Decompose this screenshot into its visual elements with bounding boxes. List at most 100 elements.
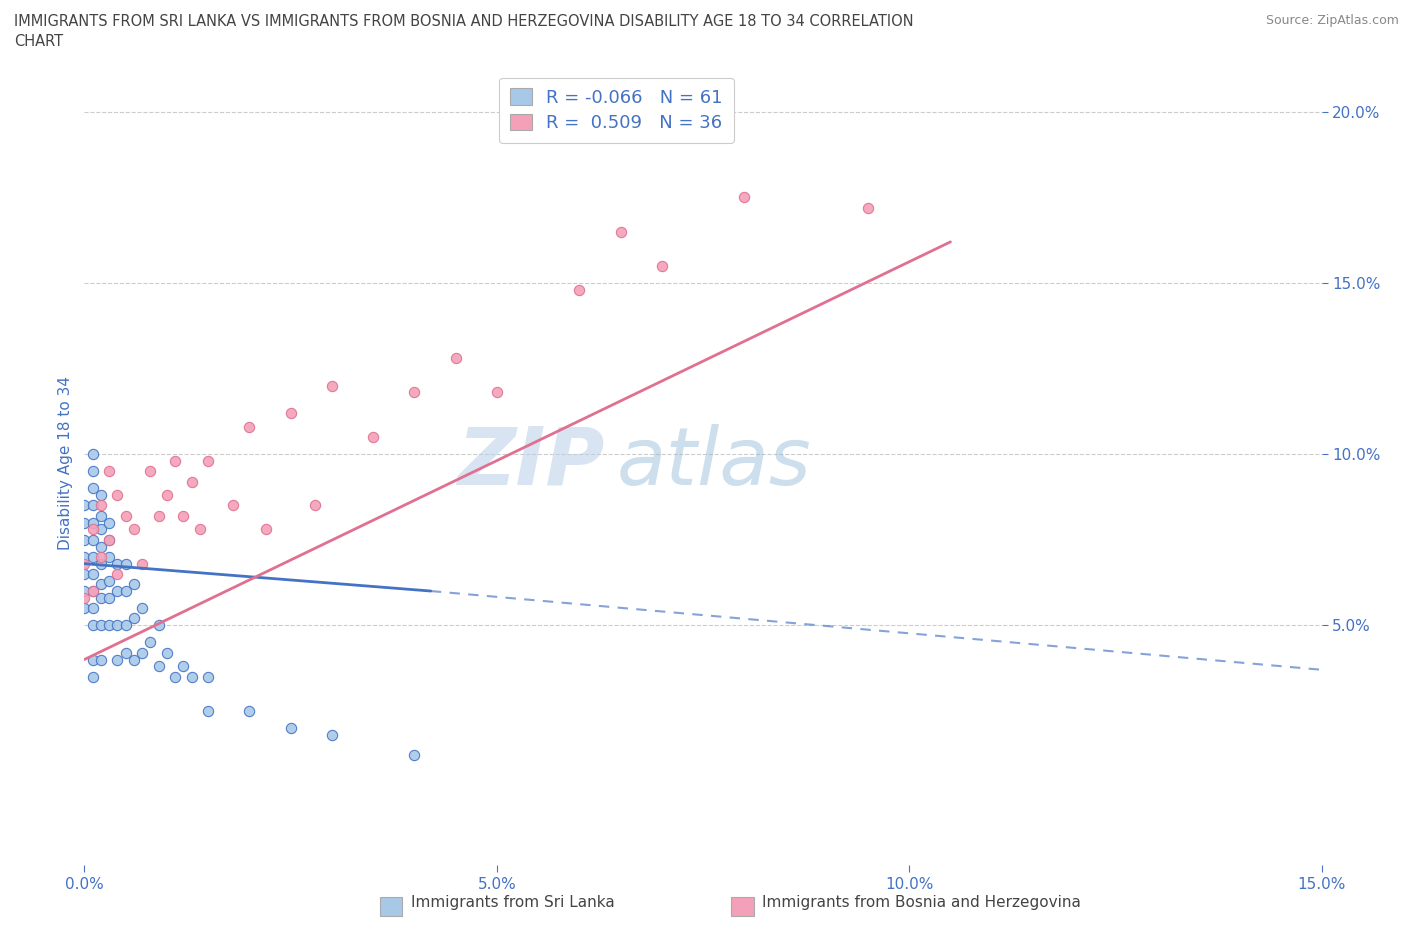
Point [98, 591, 121, 605]
Point [609, 224, 631, 239]
Point [82, 532, 104, 547]
Point [165, 670, 187, 684]
Point [82, 464, 104, 479]
Point [180, 670, 202, 684]
Point [238, 419, 260, 434]
Point [114, 584, 136, 599]
Point [114, 509, 136, 524]
Point [156, 645, 179, 660]
Point [156, 487, 179, 502]
Point [105, 556, 128, 571]
Y-axis label: Disability Age 18 to 34: Disability Age 18 to 34 [58, 376, 73, 550]
Point [197, 703, 219, 718]
Point [82, 670, 104, 684]
Point [172, 659, 194, 674]
Point [197, 454, 219, 469]
Point [82, 652, 104, 667]
Point [82, 566, 104, 581]
Point [122, 652, 145, 667]
Point [90, 591, 112, 605]
Point [222, 498, 245, 513]
Text: IMMIGRANTS FROM SRI LANKA VS IMMIGRANTS FROM BOSNIA AND HERZEGOVINA DISABILITY A: IMMIGRANTS FROM SRI LANKA VS IMMIGRANTS … [14, 14, 914, 29]
Point [148, 618, 170, 632]
Point [404, 385, 426, 400]
Point [172, 509, 194, 524]
Point [114, 645, 136, 660]
Point [105, 618, 128, 632]
Point [98, 532, 121, 547]
Point [90, 539, 112, 554]
Legend: R = -0.066   N = 61, R =  0.509   N = 36: R = -0.066 N = 61, R = 0.509 N = 36 [499, 77, 734, 143]
Point [361, 430, 384, 445]
Point [90, 556, 112, 571]
Point [98, 618, 121, 632]
Point [114, 556, 136, 571]
Point [197, 670, 219, 684]
Point [90, 577, 112, 591]
Point [82, 498, 104, 513]
Point [280, 721, 302, 736]
Point [105, 652, 128, 667]
Point [105, 584, 128, 599]
Point [98, 550, 121, 565]
Point [73, 556, 96, 571]
Point [73, 566, 96, 581]
Point [73, 584, 96, 599]
Point [82, 481, 104, 496]
Point [122, 577, 145, 591]
Point [82, 446, 104, 461]
Point [90, 618, 112, 632]
Point [73, 515, 96, 530]
Point [73, 550, 96, 565]
Point [651, 259, 673, 273]
Point [90, 522, 112, 537]
Point [82, 550, 104, 565]
Point [90, 652, 112, 667]
Text: Immigrants from Bosnia and Herzegovina: Immigrants from Bosnia and Herzegovina [762, 895, 1081, 910]
Point [148, 509, 170, 524]
Point [139, 464, 162, 479]
Text: Source: ZipAtlas.com: Source: ZipAtlas.com [1265, 14, 1399, 27]
Point [131, 601, 153, 616]
Point [148, 659, 170, 674]
Point [98, 532, 121, 547]
Point [90, 498, 112, 513]
Point [304, 498, 326, 513]
Point [105, 487, 128, 502]
Point [165, 454, 187, 469]
Point [404, 748, 426, 763]
Point [73, 498, 96, 513]
Point [131, 645, 153, 660]
Text: ZIP: ZIP [457, 424, 605, 501]
Point [90, 550, 112, 565]
Point [733, 190, 755, 205]
Point [82, 584, 104, 599]
Point [73, 601, 96, 616]
Point [122, 611, 145, 626]
Point [122, 522, 145, 537]
Point [131, 556, 153, 571]
Point [321, 727, 343, 742]
Point [856, 200, 879, 215]
Point [82, 601, 104, 616]
Point [90, 487, 112, 502]
Point [98, 464, 121, 479]
Point [73, 591, 96, 605]
Point [98, 573, 121, 588]
Point [114, 618, 136, 632]
Point [73, 532, 96, 547]
Point [568, 283, 591, 298]
Point [90, 509, 112, 524]
Point [82, 522, 104, 537]
Point [238, 703, 260, 718]
Point [105, 566, 128, 581]
Text: atlas: atlas [616, 424, 811, 501]
Point [321, 379, 343, 393]
Point [180, 474, 202, 489]
Point [280, 405, 302, 420]
Point [485, 385, 508, 400]
Point [254, 522, 277, 537]
Text: CHART: CHART [14, 34, 63, 49]
Text: Immigrants from Sri Lanka: Immigrants from Sri Lanka [411, 895, 614, 910]
Point [82, 584, 104, 599]
